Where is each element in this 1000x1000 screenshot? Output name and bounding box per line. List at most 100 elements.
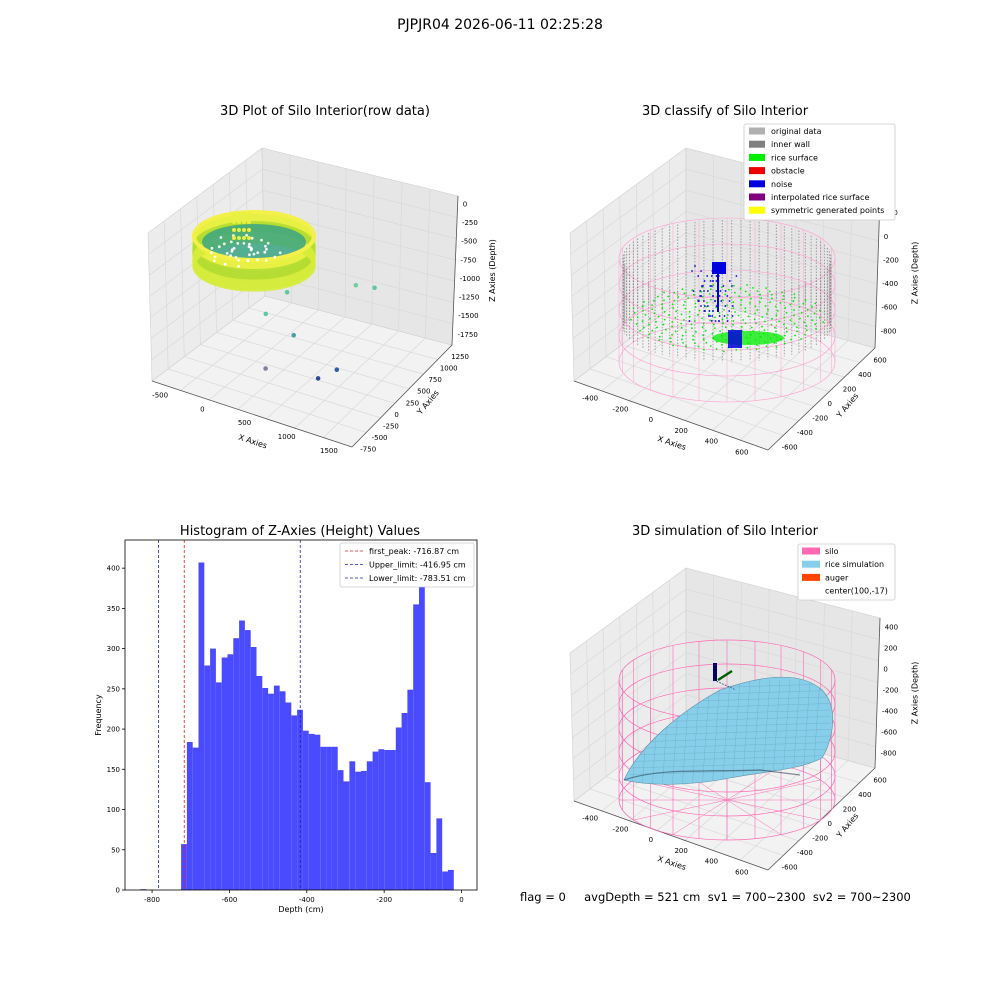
z-tick-label: 0 xyxy=(463,200,467,208)
rice-surface-point xyxy=(681,338,683,341)
y-tick-label: 500 xyxy=(417,388,430,396)
grid-line xyxy=(371,175,375,325)
rice-surface-point xyxy=(764,305,767,307)
raw-point-pillar xyxy=(232,220,236,224)
histogram-bar xyxy=(413,604,419,890)
rice-surface-point xyxy=(633,311,636,314)
rice-mesh-line xyxy=(629,729,831,736)
histogram-bar xyxy=(314,734,321,890)
rice-surface-point xyxy=(734,311,736,313)
rice-surface-point xyxy=(705,341,708,344)
histogram-bar xyxy=(337,770,344,890)
histogram-bar xyxy=(326,746,332,890)
legend-label: Lower_limit: -783.51 cm xyxy=(369,574,466,583)
noise-point xyxy=(703,280,706,282)
rice-surface-point xyxy=(682,304,685,306)
x-tick-label: 400 xyxy=(705,858,718,866)
rice-surface-point xyxy=(767,309,769,311)
rice-surface-point xyxy=(690,323,693,326)
histogram-bar xyxy=(424,782,431,890)
legend-label: symmetric generated points xyxy=(771,206,884,215)
auger-shaft xyxy=(713,663,717,681)
grid-line xyxy=(652,592,655,741)
rice-surface-point xyxy=(710,298,712,301)
grid-line xyxy=(266,323,373,419)
raw-outlier-point xyxy=(372,285,377,291)
rice-surface-point xyxy=(798,306,801,308)
rice-surface-point xyxy=(783,316,786,319)
rice-surface-point xyxy=(738,295,740,297)
rice-surface-point xyxy=(671,333,673,336)
figure-title: PJPJR04 2026-06-11 02:25:28 xyxy=(397,17,603,33)
raw-point-highlight xyxy=(222,242,226,246)
raw-point-highlight xyxy=(242,242,246,245)
classify-3d-plot: -400-2000200400600-600-400-2000200400600… xyxy=(569,123,920,456)
z-axis-line xyxy=(874,617,881,769)
rice-surface-point xyxy=(692,338,694,341)
raw-point-pillar xyxy=(242,220,246,224)
raw-point-highlight xyxy=(250,236,254,240)
histogram-bar xyxy=(366,761,373,890)
y-tick-label: -400 xyxy=(797,429,813,437)
x-tick-label: -400 xyxy=(299,896,315,904)
rice-surface-point xyxy=(687,297,690,299)
noise-point xyxy=(735,275,738,277)
rice-surface-point xyxy=(665,328,667,331)
noise-point xyxy=(701,285,703,287)
grid-line xyxy=(740,340,849,441)
rice-surface-point xyxy=(769,301,771,303)
noise-cluster xyxy=(712,262,726,274)
rice-surface-point xyxy=(681,334,684,337)
raw-point-pillar xyxy=(247,220,251,224)
rice-surface-point xyxy=(701,317,703,320)
noise-point xyxy=(691,270,693,272)
simulation-3d-plot: -400-2000200400600-600-400-2000200400600… xyxy=(569,543,920,876)
raw-point-highlight xyxy=(264,244,267,248)
rice-surface-point xyxy=(800,338,802,340)
rice-surface-point xyxy=(722,350,725,353)
rice-surface-point xyxy=(715,306,717,309)
rice-surface-point xyxy=(692,335,695,337)
z-tick-label: -1500 xyxy=(458,312,478,320)
rice-surface-point xyxy=(796,330,798,333)
rice-surface-point xyxy=(754,305,757,308)
rice-mesh-line xyxy=(721,679,731,785)
rice-surface-point xyxy=(718,312,721,314)
legend-swatch xyxy=(749,127,765,135)
rice-surface-point xyxy=(642,309,644,312)
noise-point xyxy=(688,320,691,322)
rice-surface-point xyxy=(693,320,696,322)
raw-outlier-point xyxy=(291,332,297,338)
z-axis-label: Z Axies (Depth) xyxy=(911,242,920,305)
noise-point xyxy=(700,270,702,272)
rice-surface-point xyxy=(785,311,788,314)
rice-surface-point xyxy=(733,284,735,287)
z-tick-label: -250 xyxy=(462,219,478,227)
y-axis-label: Frequency xyxy=(94,694,103,736)
noise-point xyxy=(707,315,710,317)
rice-surface-point xyxy=(701,326,704,329)
rice-surface-point xyxy=(712,284,715,286)
auger-guide xyxy=(713,679,737,691)
noise-point xyxy=(708,310,711,312)
grid-line xyxy=(589,368,784,436)
histogram-bar xyxy=(297,709,303,890)
legend-swatch xyxy=(749,206,765,214)
noise-point xyxy=(711,315,714,317)
rice-surface-point xyxy=(674,316,677,319)
rice-surface-point xyxy=(694,302,697,305)
raw-point-highlight xyxy=(210,251,213,255)
raw-point-highlight xyxy=(252,252,256,256)
histogram-bar xyxy=(395,727,402,890)
x-axis-label: X Axies xyxy=(656,434,687,452)
rice-surface-point xyxy=(648,333,651,335)
y-tick-label: 400 xyxy=(858,371,871,379)
rice-surface-point xyxy=(632,307,635,309)
noise-point xyxy=(699,290,702,292)
z-tick-label: -400 xyxy=(882,280,898,288)
noise-point xyxy=(710,320,713,322)
rice-surface-point xyxy=(775,330,777,333)
raw-point-highlight xyxy=(247,245,251,249)
rice-mesh-line xyxy=(629,742,831,749)
y-tick-label: -200 xyxy=(812,835,828,843)
